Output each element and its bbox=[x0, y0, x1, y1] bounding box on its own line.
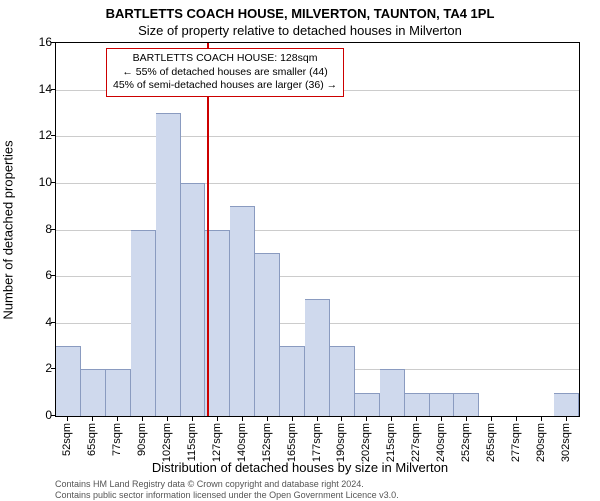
x-axis-label: Distribution of detached houses by size … bbox=[0, 460, 600, 475]
x-tick-label: 102sqm bbox=[161, 423, 173, 462]
histogram-bar bbox=[330, 346, 355, 416]
histogram-bar bbox=[56, 346, 81, 416]
x-tick-mark bbox=[217, 417, 218, 421]
chart-container: BARTLETTS COACH HOUSE, MILVERTON, TAUNTO… bbox=[0, 0, 600, 500]
histogram-bar bbox=[405, 393, 430, 416]
x-tick-mark bbox=[242, 417, 243, 421]
x-tick-mark bbox=[566, 417, 567, 421]
x-tick-mark bbox=[391, 417, 392, 421]
x-tick-mark bbox=[117, 417, 118, 421]
x-tick-label: 90sqm bbox=[136, 423, 148, 456]
x-tick-label: 240sqm bbox=[435, 423, 447, 462]
chart-title: BARTLETTS COACH HOUSE, MILVERTON, TAUNTO… bbox=[0, 0, 600, 21]
x-tick-mark bbox=[516, 417, 517, 421]
y-tick-mark bbox=[51, 322, 55, 323]
y-tick-label: 14 bbox=[39, 82, 52, 96]
x-tick-label: 265sqm bbox=[485, 423, 497, 462]
histogram-bar bbox=[554, 393, 579, 416]
x-tick-mark bbox=[142, 417, 143, 421]
x-tick-label: 190sqm bbox=[335, 423, 347, 462]
x-tick-label: 65sqm bbox=[86, 423, 98, 456]
x-tick-mark bbox=[366, 417, 367, 421]
x-tick-label: 227sqm bbox=[410, 423, 422, 462]
annotation-line: BARTLETTS COACH HOUSE: 128sqm bbox=[113, 52, 337, 66]
histogram-bar bbox=[156, 113, 181, 416]
plot-area: BARTLETTS COACH HOUSE: 128sqm ← 55% of d… bbox=[55, 42, 580, 417]
x-tick-label: 140sqm bbox=[236, 423, 248, 462]
x-tick-mark bbox=[92, 417, 93, 421]
x-tick-label: 252sqm bbox=[460, 423, 472, 462]
histogram-bar bbox=[181, 183, 206, 416]
histogram-bar bbox=[355, 393, 380, 416]
x-tick-mark bbox=[416, 417, 417, 421]
x-tick-label: 152sqm bbox=[261, 423, 273, 462]
x-tick-label: 290sqm bbox=[535, 423, 547, 462]
histogram-bar bbox=[430, 393, 455, 416]
histogram-bar bbox=[81, 369, 106, 416]
y-tick-mark bbox=[51, 89, 55, 90]
histogram-bar bbox=[131, 230, 156, 417]
y-tick-mark bbox=[51, 182, 55, 183]
x-tick-label: 127sqm bbox=[211, 423, 223, 462]
histogram-bar bbox=[305, 299, 330, 416]
x-tick-mark bbox=[466, 417, 467, 421]
x-tick-mark bbox=[491, 417, 492, 421]
x-tick-label: 115sqm bbox=[186, 423, 198, 461]
x-tick-label: 177sqm bbox=[311, 423, 323, 462]
y-tick-mark bbox=[51, 368, 55, 369]
x-tick-label: 77sqm bbox=[111, 423, 123, 456]
x-tick-mark bbox=[317, 417, 318, 421]
annotation-line: ← 55% of detached houses are smaller (44… bbox=[113, 66, 337, 80]
histogram-bar bbox=[380, 369, 405, 416]
annotation-line: 45% of semi-detached houses are larger (… bbox=[113, 79, 337, 93]
x-tick-label: 202sqm bbox=[360, 423, 372, 462]
x-tick-mark bbox=[167, 417, 168, 421]
x-tick-label: 277sqm bbox=[510, 423, 522, 462]
gridline bbox=[56, 183, 579, 184]
y-tick-mark bbox=[51, 229, 55, 230]
x-tick-label: 52sqm bbox=[61, 423, 73, 456]
x-tick-label: 165sqm bbox=[286, 423, 298, 462]
histogram-bar bbox=[230, 206, 255, 416]
x-tick-mark bbox=[192, 417, 193, 421]
y-tick-mark bbox=[51, 415, 55, 416]
y-axis-label: Number of detached properties bbox=[1, 140, 16, 319]
attribution-text: Contains HM Land Registry data © Crown c… bbox=[55, 479, 399, 501]
x-tick-label: 215sqm bbox=[385, 423, 397, 462]
reference-line bbox=[207, 43, 209, 416]
x-tick-label: 302sqm bbox=[560, 423, 572, 462]
histogram-bar bbox=[280, 346, 305, 416]
histogram-bar bbox=[106, 369, 131, 416]
y-tick-label: 10 bbox=[39, 175, 52, 189]
x-tick-mark bbox=[441, 417, 442, 421]
y-tick-label: 16 bbox=[39, 35, 52, 49]
chart-subtitle: Size of property relative to detached ho… bbox=[0, 21, 600, 38]
annotation-box: BARTLETTS COACH HOUSE: 128sqm ← 55% of d… bbox=[106, 48, 344, 97]
y-tick-label: 12 bbox=[39, 128, 52, 142]
x-tick-mark bbox=[67, 417, 68, 421]
x-tick-mark bbox=[541, 417, 542, 421]
y-tick-mark bbox=[51, 135, 55, 136]
histogram-bar bbox=[255, 253, 280, 416]
x-tick-mark bbox=[292, 417, 293, 421]
x-tick-mark bbox=[267, 417, 268, 421]
x-tick-mark bbox=[341, 417, 342, 421]
y-tick-mark bbox=[51, 275, 55, 276]
gridline bbox=[56, 136, 579, 137]
attribution-line: Contains HM Land Registry data © Crown c… bbox=[55, 479, 399, 490]
attribution-line: Contains public sector information licen… bbox=[55, 490, 399, 501]
y-tick-mark bbox=[51, 42, 55, 43]
histogram-bar bbox=[454, 393, 479, 416]
